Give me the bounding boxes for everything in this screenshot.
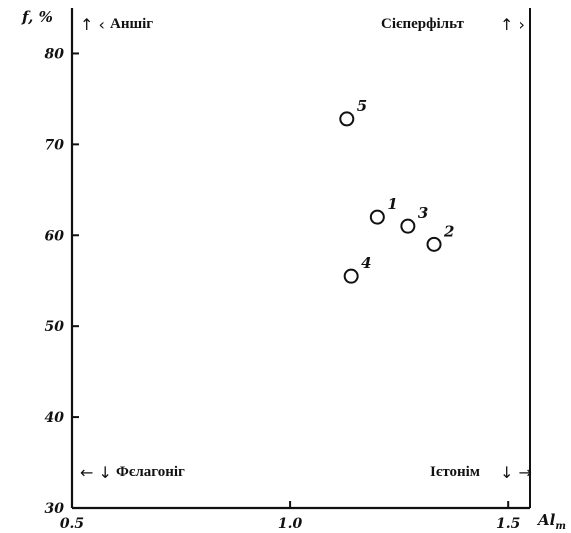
data-point-4	[343, 268, 359, 284]
data-point-label-3: 3	[418, 204, 428, 222]
data-point-2	[426, 236, 442, 252]
data-point-3	[400, 218, 416, 234]
corner-label-top-left: ↑ ‹ Аншіг	[80, 15, 153, 34]
y-axis-title: f, %	[21, 8, 53, 26]
y-tick-label: 30	[45, 501, 65, 517]
plot-frame	[70, 8, 531, 510]
data-point-group: 5 1 32 4	[339, 97, 454, 284]
corner-label-top-right: Сієперфільт ↑ ›	[381, 15, 525, 34]
corner-arrows-top-right: ↑ ›	[500, 15, 525, 34]
data-point-5	[339, 111, 355, 127]
x-tick-label: 0.5	[60, 516, 84, 532]
corner-label-bottom-left: ← ↓ Фєлагоніг	[80, 463, 185, 482]
corner-text-bottom-right: Ієтонім	[430, 464, 480, 480]
corner-arrows-bottom-right: ↓ →	[500, 463, 532, 482]
corner-arrows-bottom-left: ← ↓	[80, 463, 112, 482]
x-axis-title: Alm	[536, 511, 566, 532]
x-tick-label: 1.5	[496, 516, 520, 532]
y-tick-label: 70	[45, 137, 65, 153]
data-point-1	[369, 209, 385, 225]
data-point-label-2: 2	[443, 222, 454, 240]
corner-text-top-left: Аншіг	[110, 16, 153, 32]
data-point-label-5: 5	[357, 97, 367, 115]
corner-arrows-top-left: ↑ ‹	[80, 15, 105, 34]
y-tick-label: 40	[45, 410, 65, 426]
corner-text-top-right: Сієперфільт	[381, 16, 464, 32]
y-tick-label: 80	[45, 46, 65, 62]
data-point-label-1: 1	[387, 195, 397, 213]
x-tick-label: 1.0	[278, 516, 303, 532]
corner-label-bottom-right: Ієтонім ↓ →	[430, 463, 532, 482]
x-axis-title-sub: m	[555, 521, 566, 532]
data-point-label-4: 4	[361, 254, 371, 272]
y-tick-group: 30 40 50 60 70 80	[45, 46, 79, 517]
corner-text-bottom-left: Фєлагоніг	[116, 464, 185, 480]
y-tick-label: 60	[45, 228, 65, 244]
x-tick-group: 0.5 1.0 1.5	[60, 501, 520, 532]
y-tick-label: 50	[45, 319, 65, 335]
x-axis-title-main: Al	[536, 511, 556, 529]
